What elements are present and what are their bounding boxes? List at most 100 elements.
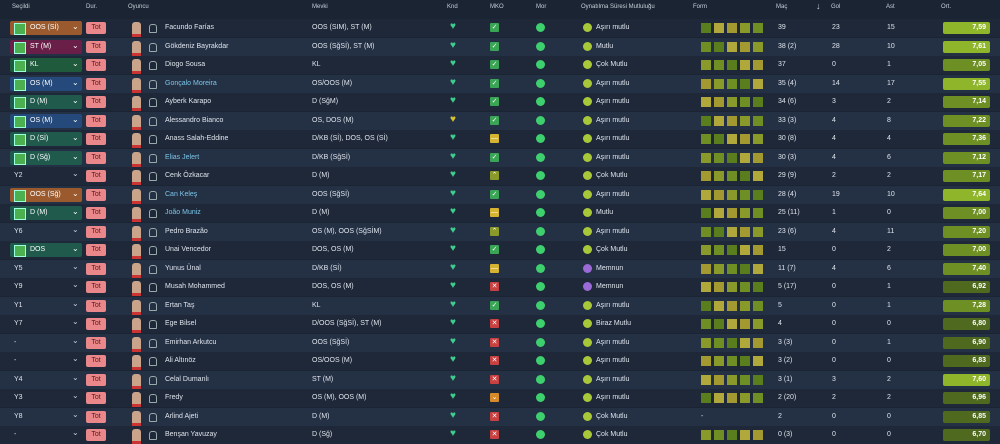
col-header[interactable]: Maç bbox=[776, 4, 788, 10]
player-row[interactable]: D (Sİ) ⌄ Tot Anass Salah-Eddine D/KB (Sİ), D… bbox=[0, 130, 1000, 148]
selection-text[interactable]: Y3 bbox=[14, 394, 23, 401]
status-badge[interactable]: Tot bbox=[86, 151, 106, 164]
selection-badge[interactable]: OS (M) ⌄ bbox=[10, 113, 82, 128]
status-badge[interactable]: Tot bbox=[86, 429, 106, 441]
status-badge[interactable]: Tot bbox=[86, 318, 106, 330]
status-badge[interactable]: Tot bbox=[86, 336, 106, 349]
player-row[interactable]: DOS ⌄ Tot Unai Vencedor DOS, OS (M) ♥ ✓ Çok Mut… bbox=[0, 241, 1000, 259]
selection-text[interactable]: - bbox=[14, 338, 17, 346]
player-row[interactable]: Y8 ⌄ Tot Arlind Ajeti D (M) ♥ ✕ Çok Mutlu - 2 0 0 6,… bbox=[0, 407, 1000, 426]
player-row[interactable]: OOS (Sğ) ⌄ Tot Can Keleş OOS (SğSİ) ♥ ✓ Aşırı m… bbox=[0, 185, 1000, 204]
status-badge[interactable]: Tot bbox=[86, 40, 106, 53]
selection-badge[interactable]: D (Sğ) ⌄ bbox=[10, 150, 82, 165]
col-header[interactable]: Oynatılma Süresi Mutluluğu bbox=[581, 4, 655, 10]
status-badge[interactable]: Tot bbox=[86, 22, 106, 34]
dropdown-arrow[interactable]: ⌄ bbox=[72, 335, 79, 345]
player-name[interactable]: Ege Bilsel bbox=[165, 320, 197, 327]
selection-badge[interactable]: ST (M) ⌄ bbox=[10, 39, 82, 54]
player-name[interactable]: Celal Dumanlı bbox=[165, 375, 209, 383]
selection-text[interactable]: Y1 bbox=[14, 301, 23, 309]
player-name[interactable]: Unai Vencedor bbox=[165, 246, 211, 253]
player-name[interactable]: Emirhan Arkutcu bbox=[165, 338, 217, 346]
player-row[interactable]: Y7 ⌄ Tot Ege Bilsel D/OOS (SğSİ), ST (M) ♥ ✕ Bi… bbox=[0, 315, 1000, 333]
selection-text[interactable]: - bbox=[14, 431, 17, 438]
selection-text[interactable]: Y4 bbox=[14, 375, 23, 383]
status-badge[interactable]: Tot bbox=[86, 225, 106, 238]
dropdown-arrow[interactable]: ⌄ bbox=[72, 391, 79, 400]
status-badge[interactable]: Tot bbox=[86, 299, 106, 312]
selection-badge[interactable]: OOS (Sğ) ⌄ bbox=[10, 187, 82, 202]
player-row[interactable]: D (M) ⌄ Tot Ayberk Karapo D (SğM) ♥ ✓ Aşırı mut… bbox=[0, 93, 1000, 111]
player-row[interactable]: KL ⌄ Tot Diogo Sousa KL ♥ ✓ Çok Mutlu 37 0 1 7,05 bbox=[0, 56, 1000, 74]
status-badge[interactable]: Tot bbox=[86, 410, 106, 423]
player-row[interactable]: Y4 ⌄ Tot Celal Dumanlı ST (M) ♥ ✕ Aşırı mutlu 3 … bbox=[0, 370, 1000, 389]
status-badge[interactable]: Tot bbox=[86, 244, 106, 256]
selection-text[interactable]: Y9 bbox=[14, 283, 23, 290]
player-name[interactable]: Yunus Ünal bbox=[165, 264, 201, 272]
player-row[interactable]: - ⌄ Tot Ali Altınöz OS/OOS (M) ♥ ✕ Aşırı mutlu 3… bbox=[0, 352, 1000, 370]
col-header[interactable]: Dur. bbox=[86, 4, 98, 10]
selection-badge[interactable]: KL ⌄ bbox=[10, 58, 82, 72]
player-name[interactable]: Ertan Taş bbox=[165, 301, 195, 309]
dropdown-arrow[interactable]: ⌄ bbox=[72, 169, 79, 178]
player-row[interactable]: Y6 ⌄ Tot Pedro Brazão OS (M), OOS (SğSİM) ♥ ⌃ A… bbox=[0, 222, 1000, 241]
dropdown-arrow[interactable]: ⌄ bbox=[72, 280, 79, 289]
status-badge[interactable]: Tot bbox=[86, 77, 106, 90]
player-name[interactable]: Fredy bbox=[165, 394, 183, 401]
status-badge[interactable]: Tot bbox=[86, 114, 106, 127]
player-name[interactable]: Gökdeniz Bayrakdar bbox=[165, 42, 229, 50]
col-header[interactable]: Oyuncu bbox=[128, 4, 149, 10]
player-name[interactable]: Facundo Farías bbox=[165, 24, 215, 31]
dropdown-arrow[interactable]: ⌄ bbox=[72, 428, 79, 437]
selection-badge[interactable]: OS (M) ⌄ bbox=[10, 76, 82, 91]
col-header[interactable]: Mor bbox=[536, 4, 547, 10]
selection-badge[interactable]: DOS ⌄ bbox=[10, 243, 82, 257]
dropdown-arrow[interactable]: ⌄ bbox=[72, 372, 79, 382]
status-badge[interactable]: Tot bbox=[86, 392, 106, 404]
player-row[interactable]: ST (M) ⌄ Tot Gökdeniz Bayrakdar OOS (SğSİ), … bbox=[0, 37, 1000, 56]
player-name[interactable]: Ayberk Karapo bbox=[165, 98, 212, 105]
status-badge[interactable]: Tot bbox=[86, 207, 106, 219]
player-row[interactable]: D (M) ⌄ Tot João Muniz D (M) ♥ — Mutlu 25 (11) 1 0… bbox=[0, 204, 1000, 222]
status-badge[interactable]: Tot bbox=[86, 170, 106, 182]
selection-badge[interactable]: D (M) ⌄ bbox=[10, 206, 82, 220]
col-header[interactable]: Mevki bbox=[312, 4, 328, 10]
col-header[interactable]: Gol bbox=[831, 4, 841, 10]
selection-text[interactable]: Y6 bbox=[14, 227, 23, 235]
status-badge[interactable]: Tot bbox=[86, 281, 106, 293]
player-row[interactable]: - ⌄ Tot Emirhan Arkutcu OOS (SğSİ) ♥ ✕ Aşırı mu… bbox=[0, 333, 1000, 352]
player-name[interactable]: Ali Altınöz bbox=[165, 357, 196, 364]
player-row[interactable]: OS (M) ⌄ Tot Gonçalo Moreira OS/OOS (M) ♥ ✓ Aşı… bbox=[0, 74, 1000, 93]
player-row[interactable]: Y1 ⌄ Tot Ertan Taş KL ♥ ✓ Aşırı mutlu 5 0 1 7,28 bbox=[0, 296, 1000, 315]
status-badge[interactable]: Tot bbox=[86, 373, 106, 386]
selection-text[interactable]: Y2 bbox=[14, 172, 23, 179]
selection-text[interactable]: Y5 bbox=[14, 264, 23, 272]
col-header[interactable]: Ort. bbox=[941, 4, 951, 10]
status-badge[interactable]: Tot bbox=[86, 59, 106, 71]
status-badge[interactable]: Tot bbox=[86, 262, 106, 275]
col-header[interactable]: Form bbox=[693, 4, 707, 10]
dropdown-arrow[interactable]: ⌄ bbox=[72, 261, 79, 271]
col-header[interactable]: Seçildi bbox=[12, 4, 30, 10]
player-name[interactable]: Arlind Ajeti bbox=[165, 412, 199, 420]
player-name[interactable]: Gonçalo Moreira bbox=[165, 79, 217, 87]
player-row[interactable]: D (Sğ) ⌄ Tot Elias Jelert D/KB (SğSİ) ♥ ✓ Aşırı… bbox=[0, 148, 1000, 167]
player-row[interactable]: Y5 ⌄ Tot Yunus Ünal D/KB (Sİ) ♥ — Memnun 11 (7) 4… bbox=[0, 259, 1000, 278]
player-row[interactable]: Y9 ⌄ Tot Musah Mohammed DOS, OS (M) ♥ ✕ Memnun 5… bbox=[0, 278, 1000, 296]
status-badge[interactable]: Tot bbox=[86, 355, 106, 367]
selection-badge[interactable]: D (Sİ) ⌄ bbox=[10, 132, 82, 146]
player-row[interactable]: OS (M) ⌄ Tot Alessandro Bianco OS, DOS (M) ♥ ✓… bbox=[0, 111, 1000, 130]
player-row[interactable]: Y2 ⌄ Tot Cenk Özkacar D (M) ♥ ⌃ Çok Mutlu 29 (9)… bbox=[0, 167, 1000, 185]
player-row[interactable]: OOS (Sİ) ⌄ Tot Facundo Farías OOS (SIM), ST … bbox=[0, 19, 1000, 37]
dropdown-arrow[interactable]: ⌄ bbox=[72, 354, 79, 363]
player-row[interactable]: - ⌄ Tot Benşan Yavuzay D (Sğ) ♥ ✕ Çok Mutlu 0 (3… bbox=[0, 426, 1000, 444]
status-badge[interactable]: Tot bbox=[86, 96, 106, 108]
player-row[interactable]: Y3 ⌄ Tot Fredy OS (M), OOS (M) ♥ ⌄ Aşırı mutlu 2… bbox=[0, 389, 1000, 407]
col-header[interactable]: MKO bbox=[490, 4, 504, 10]
selection-badge[interactable]: D (M) ⌄ bbox=[10, 95, 82, 109]
player-name[interactable]: Musah Mohammed bbox=[165, 283, 225, 290]
dropdown-arrow[interactable]: ⌄ bbox=[72, 409, 79, 419]
player-name[interactable]: Pedro Brazão bbox=[165, 227, 208, 235]
dropdown-arrow[interactable]: ⌄ bbox=[72, 317, 79, 326]
player-name[interactable]: Alessandro Bianco bbox=[165, 116, 224, 124]
